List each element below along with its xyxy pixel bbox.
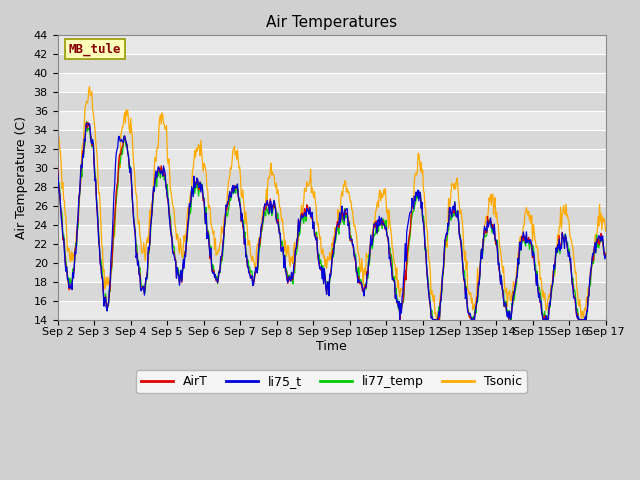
Legend: AirT, li75_t, li77_temp, Tsonic: AirT, li75_t, li77_temp, Tsonic [136,370,527,393]
Bar [58,36,605,54]
Bar [58,282,605,301]
Bar [58,263,605,282]
Bar [58,54,605,73]
Bar [58,130,605,149]
Bar [58,149,605,168]
Bar [58,206,605,225]
Y-axis label: Air Temperature (C): Air Temperature (C) [15,116,28,239]
Bar [58,244,605,263]
Title: Air Temperatures: Air Temperatures [266,15,397,30]
Bar [58,92,605,111]
Bar [58,301,605,320]
Bar [58,73,605,92]
Bar [58,168,605,187]
Text: MB_tule: MB_tule [68,42,121,56]
Bar [58,111,605,130]
X-axis label: Time: Time [316,340,347,353]
Bar [58,225,605,244]
Bar [58,187,605,206]
